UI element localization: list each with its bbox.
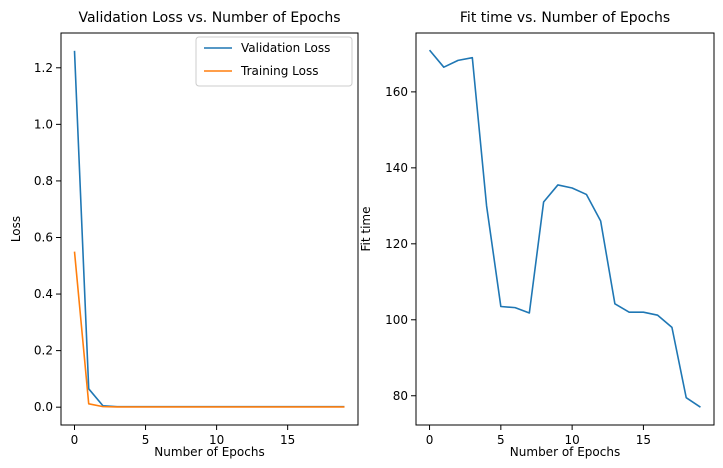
fit-time-chart: Fit time vs. Number of Epochs 0 5 10 15 80 10…	[359, 10, 715, 459]
loss-chart-lines	[73, 50, 345, 408]
loss-chart-y-tick-label: 0.0	[34, 400, 53, 414]
loss-chart-y-tick-label: 1.2	[34, 61, 53, 75]
fit-time-chart-x-tick-label: 15	[636, 433, 651, 447]
loss-chart-y-tick-label: 0.4	[34, 287, 53, 301]
fit-time-chart-ticks: 0 5 10 15 80 100 120 140 160	[385, 85, 651, 447]
loss-chart-y-tick-label: 0.2	[34, 344, 53, 358]
loss-chart-ticks: 0 5 10 15 0.0 0.2 0.4 0.6 0.8 1.0 1.2	[34, 61, 295, 447]
fit-time-chart-x-tick-label: 5	[497, 433, 505, 447]
legend-frame	[195, 36, 353, 87]
loss-chart-title: Validation Loss vs. Number of Epochs	[78, 10, 340, 26]
loss-chart-x-tick-label: 10	[209, 433, 224, 447]
loss-chart-y-tick-label: 0.6	[34, 230, 53, 244]
loss-chart-x-tick-label: 5	[142, 433, 150, 447]
loss-chart-y-axis-label: Loss	[9, 216, 23, 242]
loss-chart-y-tick-label: 1.0	[34, 117, 53, 131]
loss-chart-x-axis-label: Number of Epochs	[154, 445, 264, 459]
fit-time-chart-y-axis-label: Fit time	[359, 207, 373, 252]
fit-time-chart-x-tick-label: 10	[564, 433, 579, 447]
loss-chart: Validation Loss vs. Number of Epochs 0 5 1…	[9, 10, 359, 459]
fit-time-chart-series-fit-time	[428, 49, 701, 408]
fit-time-chart-y-tick-label: 80	[393, 389, 408, 403]
fit-time-chart-y-tick-label: 120	[385, 237, 408, 251]
loss-chart-y-tick-label: 0.8	[34, 174, 53, 188]
fit-time-chart-y-tick-label: 160	[385, 85, 408, 99]
fit-time-chart-x-tick-label: 0	[426, 433, 434, 447]
fit-time-chart-y-tick-label: 140	[385, 161, 408, 175]
loss-chart-series-training-loss	[73, 251, 345, 408]
loss-chart-x-tick-label: 0	[71, 433, 79, 447]
loss-chart-axes	[60, 32, 359, 426]
legend-label-validation-loss: Validation Loss	[241, 41, 330, 55]
loss-chart-legend: Validation Loss Training Loss	[195, 36, 353, 87]
legend-label-training-loss: Training Loss	[240, 64, 318, 78]
fit-time-chart-axes	[415, 32, 715, 426]
fit-time-chart-y-tick-label: 100	[385, 313, 408, 327]
fit-time-chart-x-axis-label: Number of Epochs	[510, 445, 620, 459]
fit-time-chart-title: Fit time vs. Number of Epochs	[460, 10, 670, 26]
loss-chart-x-tick-label: 15	[280, 433, 295, 447]
fit-time-chart-lines	[428, 49, 701, 408]
